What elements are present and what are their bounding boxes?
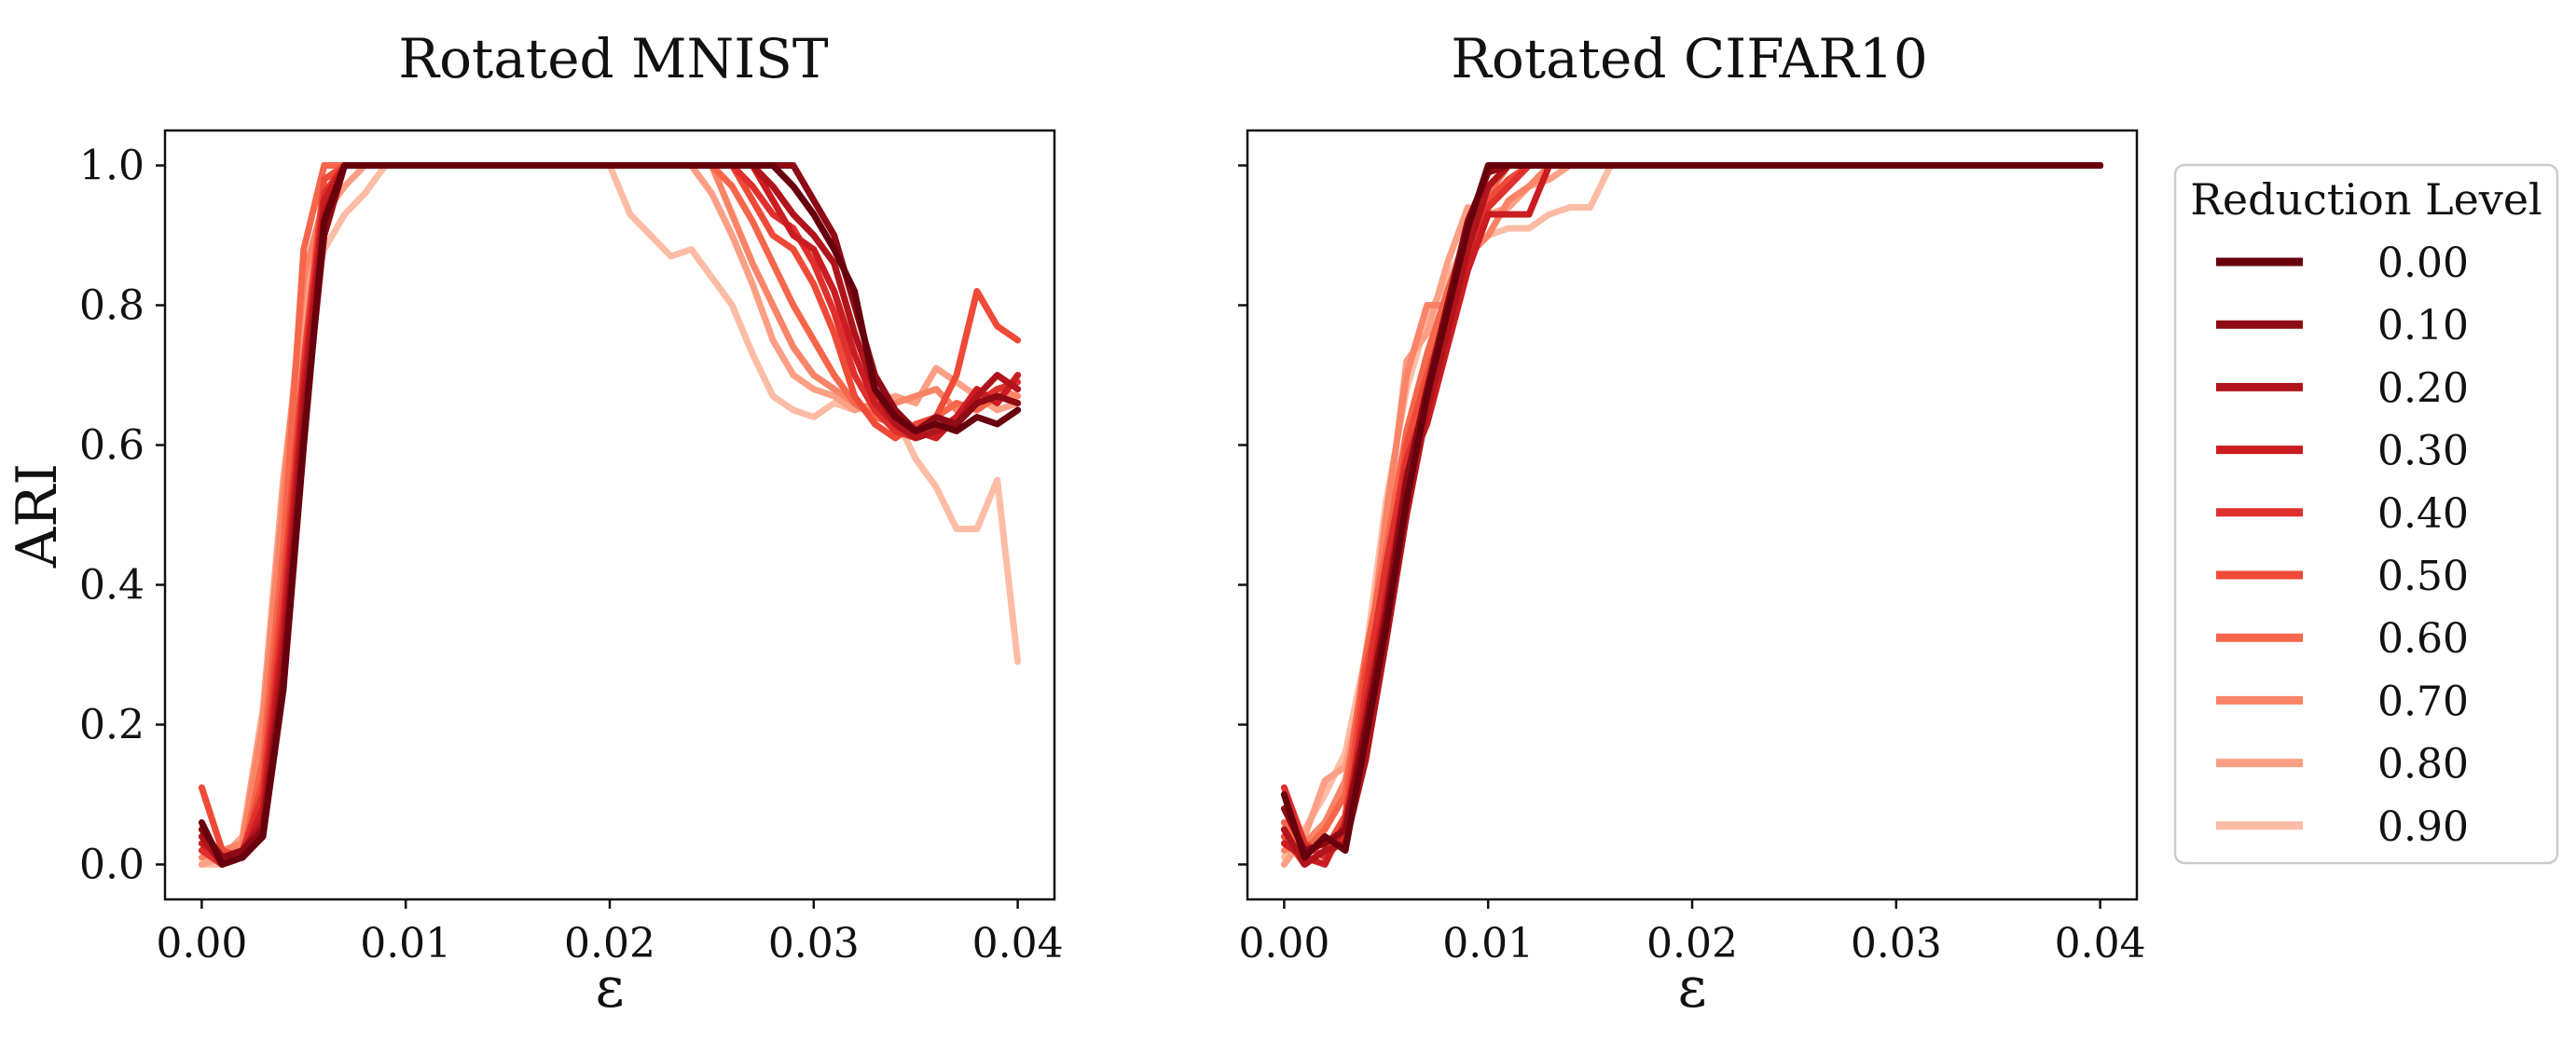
series-line-0-40: [198, 162, 1022, 868]
legend-label: 0.60: [2377, 615, 2469, 663]
series-line-0-30: [198, 162, 1022, 861]
x-tick-label: 0.04: [2055, 920, 2146, 967]
y-tick-label: 1.0: [79, 143, 145, 190]
x-tick-label: 0.01: [1442, 920, 1534, 967]
x-tick-label: 0.01: [360, 920, 451, 967]
legend: Reduction Level 0.00 0.10 0.20 0.30 0.40 0.50…: [2173, 163, 2559, 865]
series-line-0-90: [198, 162, 1022, 868]
plot-frame: [1246, 129, 2139, 901]
chart-panel-rotated-mnist: Rotated MNIST ARI ε 0.00 0.01 0.02 0.03 0.04…: [5, 27, 1064, 1021]
plot-marks: [198, 162, 1022, 868]
series-line-0-70: [198, 162, 1022, 861]
legend-label: 0.10: [2377, 302, 2469, 350]
legend-entries: 0.00 0.10 0.20 0.30 0.40 0.50 0.60 0.70 0.80 0.90: [2216, 240, 2469, 851]
x-tick-label: 0.00: [156, 920, 247, 967]
chart-title: Rotated CIFAR10: [1451, 27, 1928, 90]
y-tick-label: 0.4: [79, 562, 145, 610]
x-tick-label: 0.03: [1851, 920, 1942, 967]
series-line-0-00: [198, 162, 1022, 868]
series-line-0-00: [1280, 162, 2104, 861]
legend-label: 0.20: [2377, 364, 2469, 412]
y-tick-label: 0.6: [79, 422, 145, 470]
legend-label: 0.80: [2377, 741, 2469, 788]
x-tick-label: 0.02: [564, 920, 655, 967]
legend-label: 0.90: [2377, 803, 2469, 851]
chart-title: Rotated MNIST: [398, 27, 828, 90]
legend-label: 0.70: [2377, 678, 2469, 725]
series-line-0-80: [198, 162, 1022, 868]
plot-marks: [1280, 162, 2104, 868]
y-axis-label: ARI: [5, 463, 70, 569]
y-tick-label: 0.8: [79, 282, 145, 330]
series-line-0-20: [198, 162, 1022, 868]
x-tick-label: 0.04: [972, 920, 1064, 967]
legend-label: 0.30: [2377, 428, 2469, 475]
y-tick-label: 0.2: [79, 702, 145, 749]
legend-label: 0.40: [2377, 490, 2469, 538]
series-line-0-60: [198, 162, 1022, 861]
legend-title: Reduction Level: [2190, 174, 2542, 225]
x-tick-label: 0.02: [1646, 920, 1738, 967]
legend-label: 0.50: [2377, 553, 2469, 600]
x-axis-label: ε: [1677, 955, 1706, 1021]
x-tick-label: 0.00: [1238, 920, 1329, 967]
y-tick-label: 0.0: [79, 842, 145, 889]
x-tick-label: 0.03: [768, 920, 860, 967]
chart-panel-rotated-cifar10: Rotated CIFAR10 ε 0.00 0.01 0.02 0.03 0.04: [1238, 27, 2146, 1021]
legend-box: [2173, 163, 2559, 865]
x-axis-label: ε: [595, 955, 624, 1021]
legend-label: 0.00: [2377, 240, 2469, 287]
series-line-0-50: [198, 162, 1022, 861]
series-line-0-10: [198, 162, 1022, 861]
